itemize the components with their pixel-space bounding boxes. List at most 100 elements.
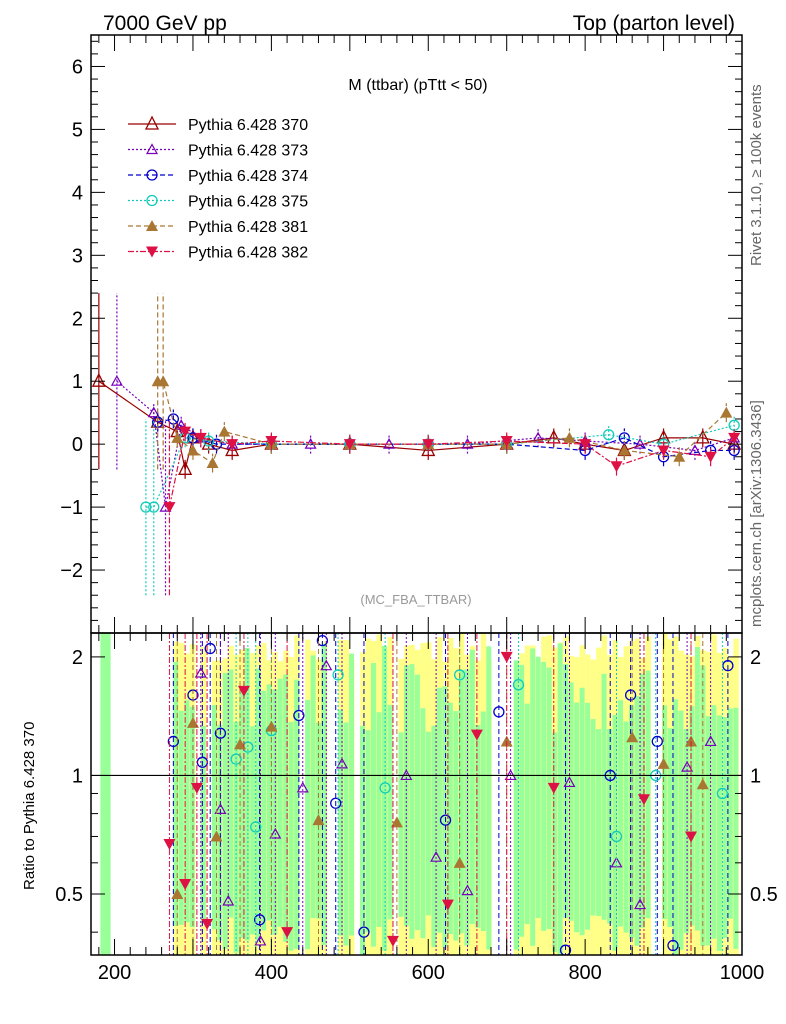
series-374 <box>152 409 740 467</box>
band-green <box>590 719 596 916</box>
ratio-point <box>330 797 342 809</box>
band-green <box>596 729 602 916</box>
ratio-point <box>667 939 679 952</box>
y-tick-label: 2 <box>72 308 83 330</box>
band-green <box>261 690 267 931</box>
ratio-point <box>214 803 227 814</box>
data-point <box>720 406 733 418</box>
band-green <box>629 704 634 938</box>
data-point <box>657 445 670 457</box>
series-line <box>157 380 727 464</box>
band-green <box>453 711 459 941</box>
ratio-point <box>500 735 513 747</box>
data-point <box>618 444 631 456</box>
ratio-point <box>379 782 391 794</box>
band-green <box>733 707 739 949</box>
data-point <box>343 439 356 451</box>
band-green <box>716 715 722 951</box>
axes: −2 −1 0 1 2 3 4 5 6 0.5 0.5 1 1 2 2 200 400 600 800 1000 <box>55 34 778 984</box>
ratio-point <box>320 659 333 671</box>
legend-entry: Pythia 6.428 373 <box>128 143 308 160</box>
ratio-point <box>610 830 623 843</box>
legend-entry: Pythia 6.428 374 <box>128 168 308 185</box>
series-381 <box>151 293 733 473</box>
band-green <box>349 653 354 936</box>
series-382 <box>163 418 741 596</box>
band-green <box>683 728 689 934</box>
band-green <box>228 669 234 918</box>
legend-marker <box>146 169 158 181</box>
data-point <box>563 431 576 443</box>
band-green <box>464 669 470 946</box>
ratio-point <box>210 830 223 842</box>
series-line <box>98 380 735 470</box>
legend-label: Pythia 6.428 370 <box>188 117 308 134</box>
legend-entry: Pythia 6.428 382 <box>128 245 308 262</box>
band-green <box>431 725 437 948</box>
band-green <box>420 708 426 939</box>
data-point <box>178 460 193 475</box>
band-green <box>211 704 217 930</box>
band-green <box>360 725 365 955</box>
ratio-point <box>439 814 452 826</box>
band-green <box>519 664 525 937</box>
y-tick-label: 0 <box>72 434 83 456</box>
band-green <box>530 648 536 946</box>
ratio-point <box>390 816 403 828</box>
ratio-point <box>386 935 399 947</box>
data-point <box>500 436 513 448</box>
band-green <box>546 667 552 930</box>
ratio-point <box>250 821 262 833</box>
ratio-point <box>234 738 247 750</box>
ratio-point <box>704 735 717 747</box>
band-green <box>585 702 591 930</box>
ratio-point <box>716 787 729 800</box>
band-green <box>239 688 245 939</box>
series-line <box>145 424 735 508</box>
band-green <box>381 645 387 951</box>
x-tick-label: 600 <box>412 962 445 984</box>
ratio-y-tick-label-right: 0.5 <box>750 884 778 906</box>
band-green <box>661 705 667 920</box>
band-green <box>277 678 283 927</box>
y-tick-label: 6 <box>72 56 83 78</box>
band-green <box>524 703 530 925</box>
ratio-point <box>358 926 370 938</box>
ratio-point <box>312 814 325 826</box>
band-green <box>634 696 640 946</box>
band-green <box>705 716 711 946</box>
band-green <box>486 646 492 950</box>
y-tick-label: 3 <box>72 245 83 267</box>
ratio-point <box>230 753 242 765</box>
band-green <box>563 664 569 919</box>
ratio-point <box>559 944 572 955</box>
band-green <box>310 655 316 919</box>
band-green <box>365 730 371 933</box>
data-point <box>610 461 623 473</box>
band-green <box>672 699 678 955</box>
ratio-point <box>657 757 670 769</box>
ratio-point <box>634 898 647 910</box>
band-green <box>288 721 294 951</box>
ratio-y-tick-label: 0.5 <box>55 884 83 906</box>
y-tick-label: 4 <box>72 182 83 204</box>
series-line <box>157 418 735 458</box>
ratio-point <box>190 782 203 794</box>
band-green <box>189 706 195 928</box>
ratio-y-tick-label-right: 1 <box>750 765 761 787</box>
ratio-point <box>296 781 309 793</box>
band-green <box>574 702 580 933</box>
band-green <box>338 709 344 936</box>
band-green <box>387 704 393 920</box>
band-green <box>535 656 541 918</box>
band-green <box>222 672 228 949</box>
band-green <box>469 649 475 925</box>
ratio-point <box>685 735 698 747</box>
ratio-point <box>269 827 282 839</box>
ratio-point <box>163 838 176 850</box>
band-green <box>711 705 717 939</box>
data-point <box>194 432 207 444</box>
x-tick-label: 200 <box>98 962 131 984</box>
data-point <box>673 450 686 462</box>
x-tick-label: 400 <box>255 962 288 984</box>
